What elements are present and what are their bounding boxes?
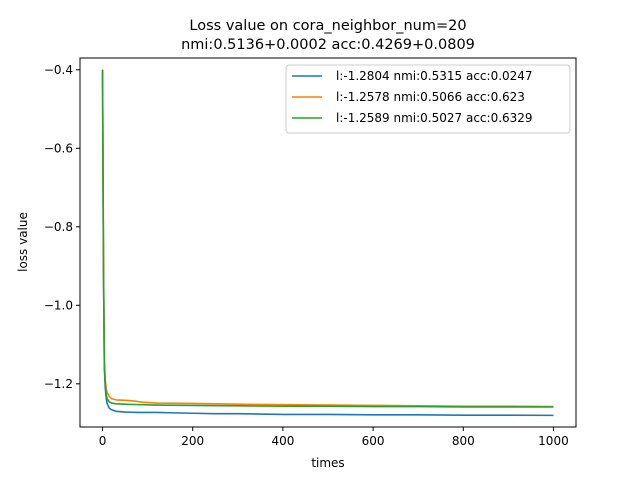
y-axis-label: loss value <box>16 212 30 272</box>
legend-entry-3: l:-1.2589 nmi:0.5027 acc:0.6329 <box>336 111 533 125</box>
series-layer <box>101 69 554 417</box>
legend-box <box>285 64 571 134</box>
plot-frame <box>79 57 577 428</box>
y-tick-label: −0.8 <box>44 220 73 234</box>
y-tick-label: −1.2 <box>44 377 73 391</box>
y-axis-ticks: −1.2 −1.0 −0.8 −0.6 −0.4 <box>44 63 80 391</box>
x-tick-label: 400 <box>271 434 294 448</box>
legend-entry-1: l:-1.2804 nmi:0.5315 acc:0.0247 <box>336 69 533 83</box>
x-tick-label: 1000 <box>538 434 569 448</box>
y-tick-label: −0.6 <box>44 141 73 155</box>
x-tick-label: 0 <box>99 434 107 448</box>
series-line-3 <box>101 69 554 408</box>
x-tick-label: 200 <box>181 434 204 448</box>
x-axis-label: times <box>311 456 344 470</box>
chart-title-line1: Loss value on cora_neighbor_num=20 <box>189 18 466 34</box>
legend: l:-1.2804 nmi:0.5315 acc:0.0247 l:-1.257… <box>285 64 571 134</box>
x-axis-ticks: 0 200 400 600 800 1000 <box>99 427 569 448</box>
chart-title-line2: nmi:0.5136+0.0002 acc:0.4269+0.0809 <box>181 37 475 53</box>
x-tick-label: 600 <box>362 434 385 448</box>
y-tick-label: −0.4 <box>44 63 73 77</box>
y-tick-label: −1.0 <box>44 298 73 312</box>
x-tick-label: 800 <box>452 434 475 448</box>
legend-entry-2: l:-1.2578 nmi:0.5066 acc:0.623 <box>336 90 525 104</box>
